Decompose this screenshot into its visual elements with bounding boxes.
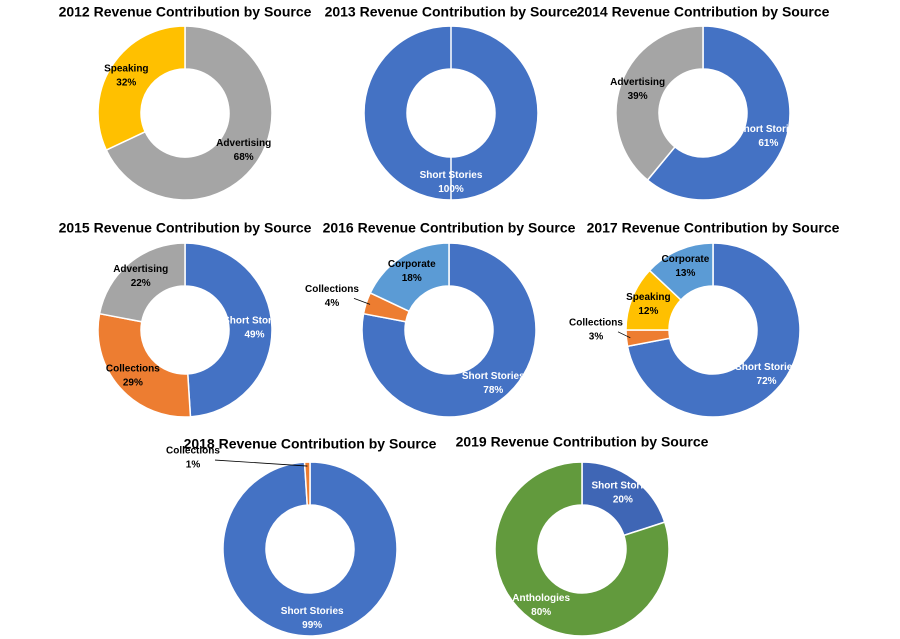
slice-category: Speaking: [626, 292, 670, 303]
slice-category: Speaking: [104, 63, 148, 74]
slice-value-label: 78%: [483, 385, 503, 396]
donut-chart: 2015 Revenue Contribution by Source Short…: [59, 220, 312, 418]
slice-value-label: 1%: [186, 460, 201, 471]
slice-category: Short Stories: [735, 362, 798, 373]
donut-slice: [494, 461, 670, 637]
leader-line: [617, 331, 631, 339]
slice-category: Collections: [166, 446, 220, 457]
slice-value-label: 12%: [638, 306, 658, 317]
slice-category: Collections: [305, 284, 359, 295]
slice-value-label: 29%: [123, 378, 143, 389]
donut-chart: 2017 Revenue Contribution by Source Short…: [569, 220, 840, 418]
slice-value-label: 22%: [131, 278, 151, 289]
chart-title: 2013 Revenue Contribution by Source: [325, 4, 578, 20]
donut-slice: [303, 461, 311, 506]
slice-category: Collections: [106, 364, 160, 375]
slice-value-label: 32%: [116, 77, 136, 88]
donut-chart: 2018 Revenue Contribution by Source Short…: [166, 436, 437, 637]
donut-slice: [105, 25, 273, 201]
slice-category: Short Stories: [737, 124, 800, 135]
donut-chart: 2013 Revenue Contribution by Source Short…: [325, 4, 578, 201]
slice-value-label: 61%: [758, 138, 778, 149]
leader-line: [353, 297, 371, 305]
slice-category: Short Stories: [462, 371, 525, 382]
slice-value-label: 100%: [438, 184, 464, 195]
slice-category: Advertising: [610, 77, 665, 88]
donut-chart: 2016 Revenue Contribution by Source Short…: [305, 220, 576, 418]
chart-title: 2016 Revenue Contribution by Source: [323, 220, 576, 236]
slice-value-label: 49%: [244, 329, 264, 340]
slice-category: Short Stories: [420, 170, 483, 181]
chart-title: 2018 Revenue Contribution by Source: [184, 436, 437, 452]
slice-value-label: 39%: [628, 91, 648, 102]
slice-value-label: 68%: [234, 152, 254, 163]
chart-title: 2012 Revenue Contribution by Source: [59, 4, 312, 20]
donut-slice: [98, 242, 186, 323]
donut-slice: [222, 461, 398, 637]
slice-value-label: 3%: [589, 331, 604, 342]
donut-slice: [97, 25, 186, 152]
donut-slice: [646, 25, 791, 201]
slice-category: Advertising: [216, 138, 271, 149]
slice-value-label: 20%: [613, 494, 633, 505]
donut-slice: [369, 242, 450, 313]
chart-title: 2019 Revenue Contribution by Source: [456, 434, 709, 450]
donut-slice: [361, 242, 537, 418]
donut-chart: 2014 Revenue Contribution by Source Short…: [577, 4, 830, 201]
chart-title: 2017 Revenue Contribution by Source: [587, 220, 840, 236]
slice-value-label: 13%: [675, 268, 695, 279]
slice-value-label: 72%: [757, 376, 777, 387]
donut-slice: [648, 242, 714, 301]
slice-category: Corporate: [388, 259, 436, 270]
slice-category: Short Stories: [281, 606, 344, 617]
slice-value-label: 99%: [302, 620, 322, 631]
chart-title: 2014 Revenue Contribution by Source: [577, 4, 830, 20]
leader-line: [214, 459, 308, 467]
donut-chart: 2019 Revenue Contribution by Source Short…: [456, 434, 709, 637]
slice-category: Short Stories: [591, 480, 654, 491]
slice-value-label: 4%: [325, 298, 340, 309]
slice-category: Anthologies: [512, 593, 570, 604]
donut-chart: 2012 Revenue Contribution by Source Adver…: [59, 4, 312, 201]
donut-slice: [184, 242, 273, 418]
slice-category: Short Stories: [223, 315, 286, 326]
donut-slice: [615, 25, 704, 182]
slice-category: Collections: [569, 317, 623, 328]
slice-value-label: 18%: [402, 273, 422, 284]
chart-title: 2015 Revenue Contribution by Source: [59, 220, 312, 236]
donut-slice: [97, 312, 192, 418]
donut-slice: [626, 242, 801, 418]
slice-category: Corporate: [661, 254, 709, 265]
donut-slice: [363, 25, 539, 201]
slice-category: Advertising: [113, 264, 168, 275]
slice-value-label: 80%: [531, 607, 551, 618]
